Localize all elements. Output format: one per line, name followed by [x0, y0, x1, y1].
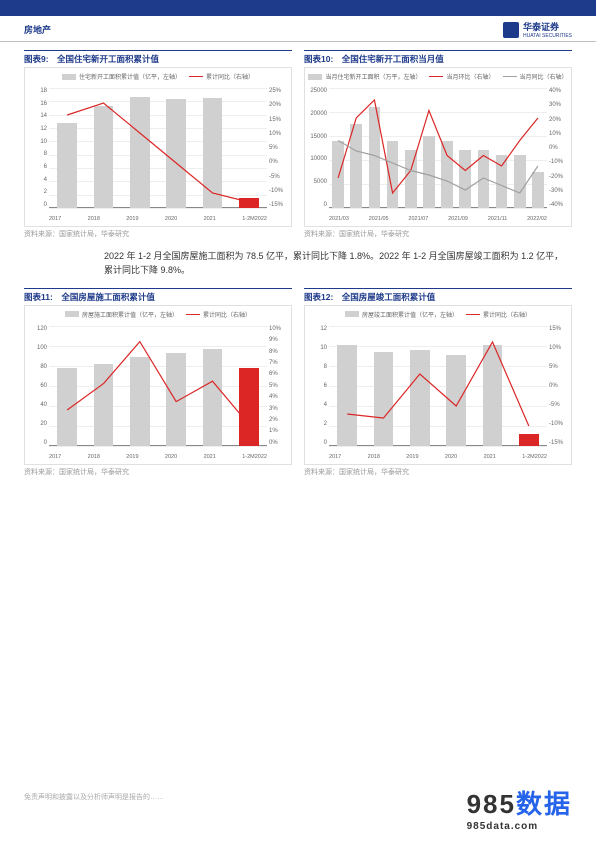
chart10-legend-line2: 当月同比（右轴） [520, 72, 568, 81]
watermark-data: 数据 [516, 789, 572, 819]
chart-row-2: 图表11: 全国房屋施工面积累计值 房屋施工面积累计值（亿平，左轴） 累计同比（… [24, 288, 572, 477]
brand-cn: 华泰证券 [523, 20, 572, 33]
watermark: 985数据 985data.com [467, 784, 572, 832]
chart12-cell: 图表12: 全国房屋竣工面积累计值 房屋竣工面积累计值（亿平，左轴） 累计同比（… [304, 288, 572, 477]
chart11-source: 资料来源：国家统计局，华泰研究 [24, 467, 292, 477]
chart10-cell: 图表10: 全国住宅新开工面积当月值 当月住宅新开工面积（万平，左轴） 当月环比… [304, 50, 572, 239]
chart9-legend-bar: 住宅新开工面积累计值（亿平，左轴） [79, 72, 181, 81]
watermark-url: 985data.com [467, 821, 572, 832]
chart12-legend: 房屋竣工面积累计值（亿平，左轴） 累计同比（右轴） [305, 310, 571, 319]
chart10-source: 资料来源：国家统计局，华泰研究 [304, 229, 572, 239]
watermark-985: 985 [467, 789, 516, 819]
chart10-title: 图表10: 全国住宅新开工面积当月值 [304, 50, 572, 65]
chart10-legend: 当月住宅新开工面积（万平，左轴） 当月环比（右轴） 当月同比（右轴） [305, 72, 571, 81]
chart11-cell: 图表11: 全国房屋施工面积累计值 房屋施工面积累计值（亿平，左轴） 累计同比（… [24, 288, 292, 477]
chart10-legend-line1: 当月环比（右轴） [446, 72, 494, 81]
chart11-legend: 房屋施工面积累计值（亿平，左轴） 累计同比（右轴） [25, 310, 291, 319]
chart9-cell: 图表9: 全国住宅新开工面积累计值 住宅新开工面积累计值（亿平，左轴） 累计同比… [24, 50, 292, 239]
header-row: 房地产 华泰证券 HUATAI SECURITIES [0, 16, 596, 42]
chart10: 当月住宅新开工面积（万平，左轴） 当月环比（右轴） 当月同比（右轴） 25000… [304, 67, 572, 227]
footer-disclaimer: 免责声明和披露以及分析师声明是报告的…… [24, 792, 164, 802]
brand-en: HUATAI SECURITIES [523, 33, 572, 39]
chart9: 住宅新开工面积累计值（亿平，左轴） 累计同比（右轴） 1816141210864… [24, 67, 292, 227]
content: 图表9: 全国住宅新开工面积累计值 住宅新开工面积累计值（亿平，左轴） 累计同比… [0, 42, 596, 477]
brand: 华泰证券 HUATAI SECURITIES [503, 20, 572, 39]
chart12-legend-line: 累计同比（右轴） [483, 310, 531, 319]
chart-row-1: 图表9: 全国住宅新开工面积累计值 住宅新开工面积累计值（亿平，左轴） 累计同比… [24, 50, 572, 239]
chart12-title: 图表12: 全国房屋竣工面积累计值 [304, 288, 572, 303]
chart11: 房屋施工面积累计值（亿平，左轴） 累计同比（右轴） 12010080604020… [24, 305, 292, 465]
category-label: 房地产 [24, 23, 51, 36]
chart12-legend-bar: 房屋竣工面积累计值（亿平，左轴） [362, 310, 458, 319]
chart10-legend-bar: 当月住宅新开工面积（万平，左轴） [325, 72, 421, 81]
chart9-legend-line: 累计同比（右轴） [206, 72, 254, 81]
chart12-source: 资料来源：国家统计局，华泰研究 [304, 467, 572, 477]
body-paragraph: 2022 年 1-2 月全国房屋施工面积为 78.5 亿平，累计同比下降 1.8… [104, 249, 572, 278]
top-band [0, 0, 596, 16]
chart11-legend-bar: 房屋施工面积累计值（亿平，左轴） [82, 310, 178, 319]
chart12: 房屋竣工面积累计值（亿平，左轴） 累计同比（右轴） 12108642015%10… [304, 305, 572, 465]
brand-icon [503, 22, 519, 38]
watermark-big: 985数据 [467, 784, 572, 821]
chart11-legend-line: 累计同比（右轴） [203, 310, 251, 319]
chart11-title: 图表11: 全国房屋施工面积累计值 [24, 288, 292, 303]
chart9-title: 图表9: 全国住宅新开工面积累计值 [24, 50, 292, 65]
chart9-source: 资料来源：国家统计局，华泰研究 [24, 229, 292, 239]
chart9-legend: 住宅新开工面积累计值（亿平，左轴） 累计同比（右轴） [25, 72, 291, 81]
